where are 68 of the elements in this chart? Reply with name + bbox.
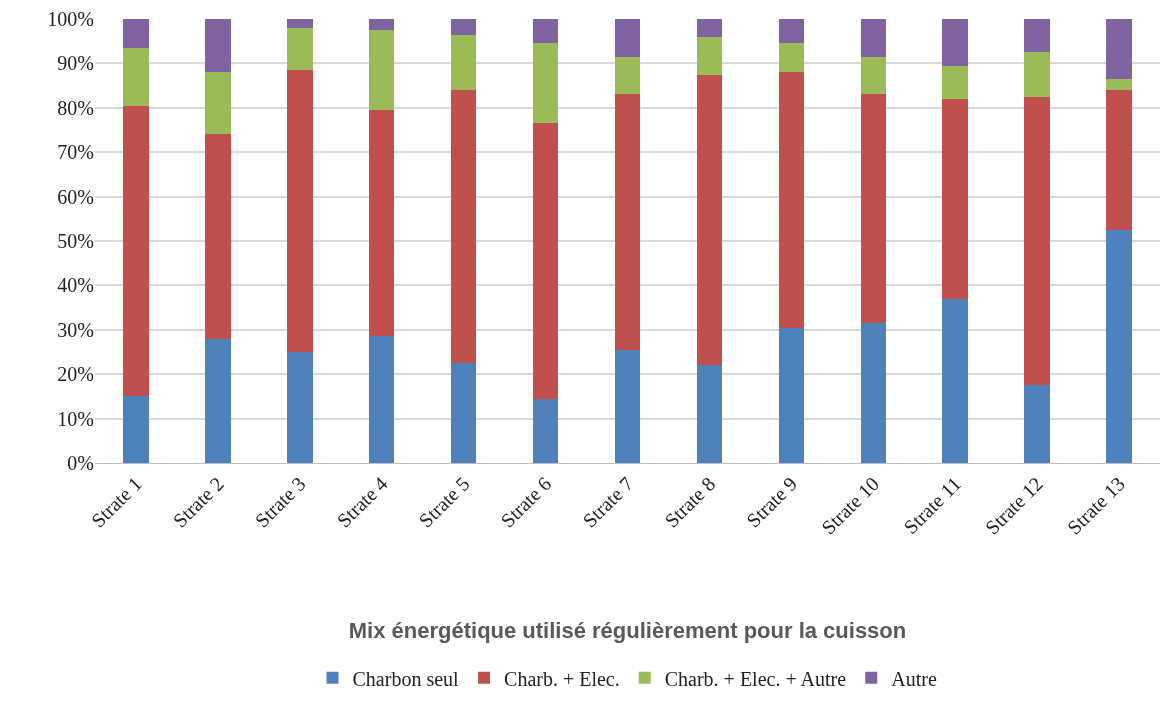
bar	[614, 56, 641, 95]
legend-label: Charb. + Elec. + Autre	[664, 667, 847, 690]
bar	[450, 363, 477, 463]
bar	[778, 72, 805, 328]
y-tick-label: 30%	[57, 318, 94, 341]
bar	[450, 90, 477, 364]
bar	[450, 34, 477, 91]
bar	[123, 19, 149, 48]
bar	[614, 94, 641, 350]
bar	[369, 30, 395, 111]
legend-label: Charb. + Elec.	[504, 667, 620, 690]
bar	[1106, 19, 1132, 79]
y-tick-label: 80%	[57, 96, 94, 119]
bar	[532, 19, 559, 44]
bar	[205, 72, 231, 135]
bar	[123, 396, 149, 463]
bar	[1024, 19, 1050, 53]
bar	[942, 298, 968, 463]
bar	[942, 98, 968, 299]
y-tick-label: 0%	[67, 452, 94, 474]
bar	[860, 94, 886, 324]
bar	[778, 43, 805, 73]
bar	[942, 19, 968, 66]
bar	[123, 47, 149, 106]
y-tick-label: 90%	[57, 52, 94, 75]
bar	[696, 365, 723, 463]
bar	[696, 36, 723, 75]
bar	[532, 43, 559, 124]
bar	[369, 110, 395, 337]
bar	[696, 19, 723, 37]
legend-label: Autre	[891, 667, 937, 690]
bar	[1106, 78, 1132, 91]
y-tick-label: 60%	[57, 185, 94, 208]
bar	[287, 19, 313, 28]
bar	[450, 19, 477, 35]
bar	[369, 336, 395, 463]
y-tick-label: 100%	[47, 8, 94, 30]
bar	[778, 19, 805, 44]
bar	[860, 19, 886, 57]
bar	[205, 19, 231, 73]
bar	[369, 19, 395, 31]
bar	[205, 338, 231, 463]
bar	[205, 134, 231, 339]
bar	[942, 65, 968, 99]
y-tick-label: 40%	[57, 274, 94, 297]
bar	[696, 74, 723, 366]
y-tick-label: 50%	[57, 230, 94, 252]
bar	[1106, 90, 1132, 230]
bar	[1024, 385, 1050, 463]
bar	[860, 323, 886, 463]
bar	[614, 19, 641, 57]
bar	[532, 398, 559, 463]
bar	[614, 349, 641, 463]
bar	[1106, 229, 1132, 463]
bar	[123, 105, 149, 397]
bar	[778, 327, 805, 463]
y-tick-label: 10%	[57, 407, 94, 430]
bar	[860, 56, 886, 95]
bar	[532, 123, 559, 399]
bar	[1024, 96, 1050, 386]
bar	[287, 70, 313, 352]
y-tick-label: 70%	[57, 141, 94, 164]
bar	[287, 352, 313, 463]
text: Mix énergétique utilisé régulièrement pour la cuisson	[348, 618, 907, 644]
bar	[287, 27, 313, 71]
y-tick-label: 20%	[57, 363, 94, 386]
bar	[1024, 52, 1050, 97]
legend-label: Charbon seul	[352, 667, 460, 690]
